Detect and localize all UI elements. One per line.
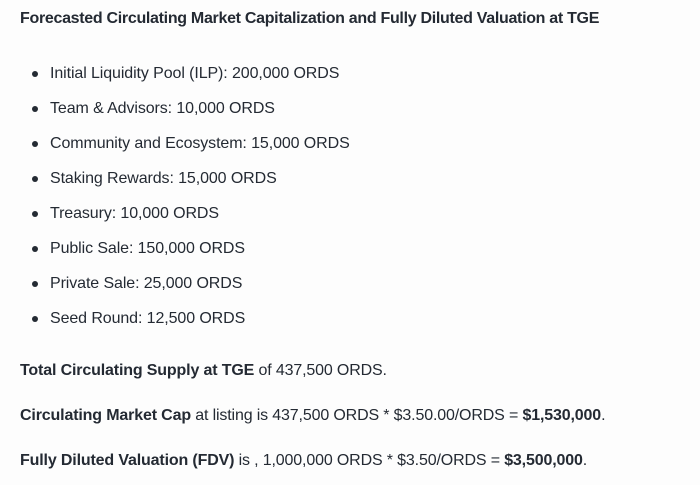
list-item: Community and Ecosystem: 15,000 ORDS bbox=[20, 133, 680, 155]
market-cap-line: Circulating Market Cap at listing is 437… bbox=[20, 405, 680, 427]
fdv-formula: is , 1,000,000 ORDS * $3.50/ORDS = bbox=[234, 452, 505, 469]
allocation-list: Initial Liquidity Pool (ILP): 200,000 OR… bbox=[20, 63, 680, 330]
allocation-text: Private Sale: 25,000 ORDS bbox=[50, 275, 243, 292]
list-item: Initial Liquidity Pool (ILP): 200,000 OR… bbox=[20, 63, 680, 85]
list-item: Seed Round: 12,500 ORDS bbox=[20, 308, 680, 330]
bullet-icon bbox=[32, 71, 38, 77]
fdv-value: $3,500,000 bbox=[504, 452, 583, 469]
bullet-icon bbox=[32, 176, 38, 182]
total-supply-label: Total Circulating Supply at TGE bbox=[20, 362, 255, 379]
bullet-icon bbox=[32, 316, 38, 322]
list-item: Treasury: 10,000 ORDS bbox=[20, 203, 680, 225]
bullet-icon bbox=[32, 246, 38, 252]
allocation-text: Public Sale: 150,000 ORDS bbox=[50, 240, 245, 257]
market-cap-period: . bbox=[601, 407, 606, 424]
allocation-text: Seed Round: 12,500 ORDS bbox=[50, 310, 246, 327]
bullet-icon bbox=[32, 281, 38, 287]
bullet-icon bbox=[32, 141, 38, 147]
page-title: Forecasted Circulating Market Capitaliza… bbox=[20, 10, 600, 27]
market-cap-label: Circulating Market Cap bbox=[20, 407, 191, 424]
list-item: Staking Rewards: 15,000 ORDS bbox=[20, 168, 680, 190]
bullet-icon bbox=[32, 106, 38, 112]
total-supply-value: of 437,500 ORDS. bbox=[254, 362, 387, 379]
fdv-line: Fully Diluted Valuation (FDV) is , 1,000… bbox=[20, 450, 680, 472]
list-item: Team & Advisors: 10,000 ORDS bbox=[20, 98, 680, 120]
allocation-text: Community and Ecosystem: 15,000 ORDS bbox=[50, 135, 350, 152]
fdv-period: . bbox=[582, 452, 588, 469]
total-supply-line: Total Circulating Supply at TGE of 437,5… bbox=[20, 360, 680, 382]
allocation-text: Staking Rewards: 15,000 ORDS bbox=[50, 170, 277, 187]
market-cap-value: $1,530,000 bbox=[522, 407, 602, 424]
bullet-icon bbox=[32, 211, 38, 217]
fdv-label: Fully Diluted Valuation (FDV) bbox=[20, 452, 235, 469]
allocation-text: Team & Advisors: 10,000 ORDS bbox=[50, 100, 275, 117]
list-item: Public Sale: 150,000 ORDS bbox=[20, 238, 680, 260]
allocation-text: Treasury: 10,000 ORDS bbox=[50, 205, 219, 222]
market-cap-formula: at listing is 437,500 ORDS * $3.50.00/OR… bbox=[190, 407, 523, 424]
allocation-text: Initial Liquidity Pool (ILP): 200,000 OR… bbox=[50, 65, 340, 82]
list-item: Private Sale: 25,000 ORDS bbox=[20, 273, 680, 295]
